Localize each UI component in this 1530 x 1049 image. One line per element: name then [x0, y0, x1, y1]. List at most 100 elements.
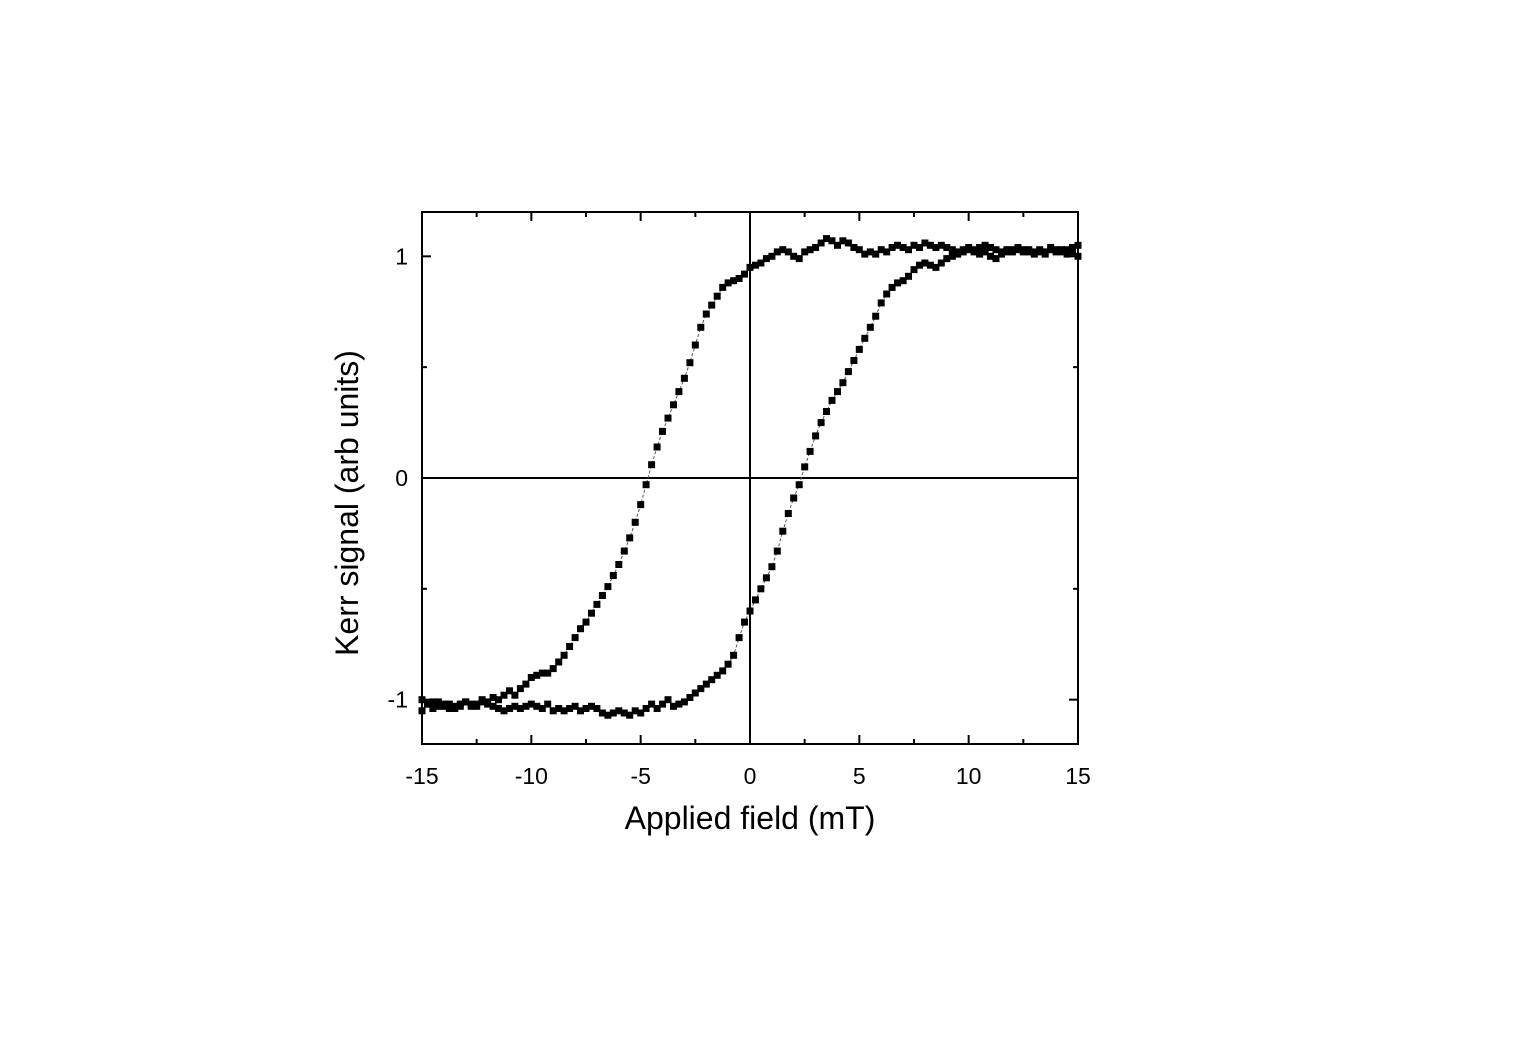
data-point	[560, 651, 568, 659]
data-point	[872, 312, 880, 320]
data-point	[500, 691, 508, 699]
x-axis-title: Applied field (mT)	[625, 800, 876, 836]
data-point	[648, 461, 656, 469]
data-point	[757, 259, 765, 267]
y-tick-label: 1	[395, 243, 408, 269]
data-point	[424, 700, 431, 708]
data-point	[511, 691, 519, 699]
data-point	[686, 694, 694, 701]
data-point	[577, 625, 584, 633]
data-point	[762, 255, 770, 263]
data-point	[784, 248, 792, 256]
data-point	[855, 345, 863, 353]
data-point	[719, 283, 727, 291]
x-tick-label: 5	[853, 763, 866, 789]
data-point	[648, 700, 656, 708]
data-point	[888, 244, 896, 251]
data-point	[779, 527, 787, 535]
data-point	[533, 702, 541, 710]
data-point	[916, 244, 923, 251]
data-point	[1008, 246, 1016, 254]
data-point	[522, 702, 530, 710]
data-point	[910, 266, 918, 274]
data-point	[806, 447, 814, 455]
data-point	[691, 689, 699, 697]
data-point	[921, 259, 929, 267]
data-point	[861, 334, 869, 342]
data-point	[1041, 250, 1049, 258]
data-point	[992, 255, 1000, 263]
data-point	[795, 481, 803, 489]
data-point	[1003, 248, 1011, 256]
data-point	[506, 687, 513, 695]
data-point	[708, 301, 716, 309]
data-point	[670, 401, 677, 409]
data-point	[522, 680, 530, 688]
data-point	[500, 707, 508, 715]
data-point	[773, 547, 781, 555]
data-point	[566, 643, 574, 650]
data-point	[593, 705, 601, 712]
data-point	[970, 248, 978, 256]
data-point	[680, 374, 688, 382]
data-point	[440, 700, 448, 708]
data-point	[790, 494, 798, 502]
data-point	[1030, 250, 1038, 258]
data-point	[1063, 246, 1071, 254]
data-point	[992, 246, 1000, 254]
data-point	[620, 547, 628, 555]
data-point	[702, 310, 710, 318]
data-point	[981, 241, 989, 249]
data-point	[1036, 248, 1044, 256]
data-point	[653, 705, 661, 712]
data-point	[631, 707, 639, 715]
data-point	[615, 561, 623, 568]
data-point	[1019, 246, 1027, 254]
data-point	[604, 583, 612, 591]
data-point	[566, 705, 574, 712]
data-point	[987, 244, 994, 251]
data-point	[746, 263, 754, 271]
data-point	[664, 696, 672, 704]
x-tick-label: 0	[744, 763, 757, 789]
data-point	[675, 388, 683, 396]
data-point	[730, 277, 738, 285]
data-point	[757, 585, 765, 593]
data-point	[429, 705, 437, 712]
tick-labels: -15 -10 -5 0 5 10 15-101	[388, 243, 1091, 789]
data-point	[609, 709, 617, 717]
data-point	[943, 255, 951, 263]
data-point	[828, 237, 836, 245]
data-point	[626, 711, 634, 719]
data-point	[429, 698, 437, 706]
x-tick-label: -15	[405, 763, 438, 789]
y-axis-title: Kerr signal (arb units)	[329, 350, 365, 656]
data-point	[598, 592, 606, 599]
data-point	[484, 700, 492, 708]
data-point	[1058, 246, 1066, 254]
data-point	[899, 277, 907, 285]
data-point	[527, 700, 535, 708]
data-point	[735, 275, 743, 282]
data-point	[489, 694, 497, 701]
ticks-layer	[421, 212, 1079, 744]
data-point	[555, 658, 563, 666]
data-point	[713, 292, 721, 300]
data-point	[478, 698, 486, 706]
data-point	[981, 248, 989, 256]
data-point	[812, 432, 820, 440]
data-point	[965, 246, 973, 254]
data-point	[828, 396, 836, 404]
data-point	[495, 705, 502, 712]
data-point	[877, 299, 885, 307]
data-point	[937, 259, 945, 267]
data-point	[588, 702, 595, 710]
data-point	[560, 707, 568, 715]
data-point	[905, 246, 912, 254]
data-point	[790, 252, 798, 260]
data-point	[899, 244, 907, 251]
y-tick-label: 0	[395, 465, 408, 491]
data-point	[598, 709, 606, 717]
data-point	[1025, 248, 1033, 256]
